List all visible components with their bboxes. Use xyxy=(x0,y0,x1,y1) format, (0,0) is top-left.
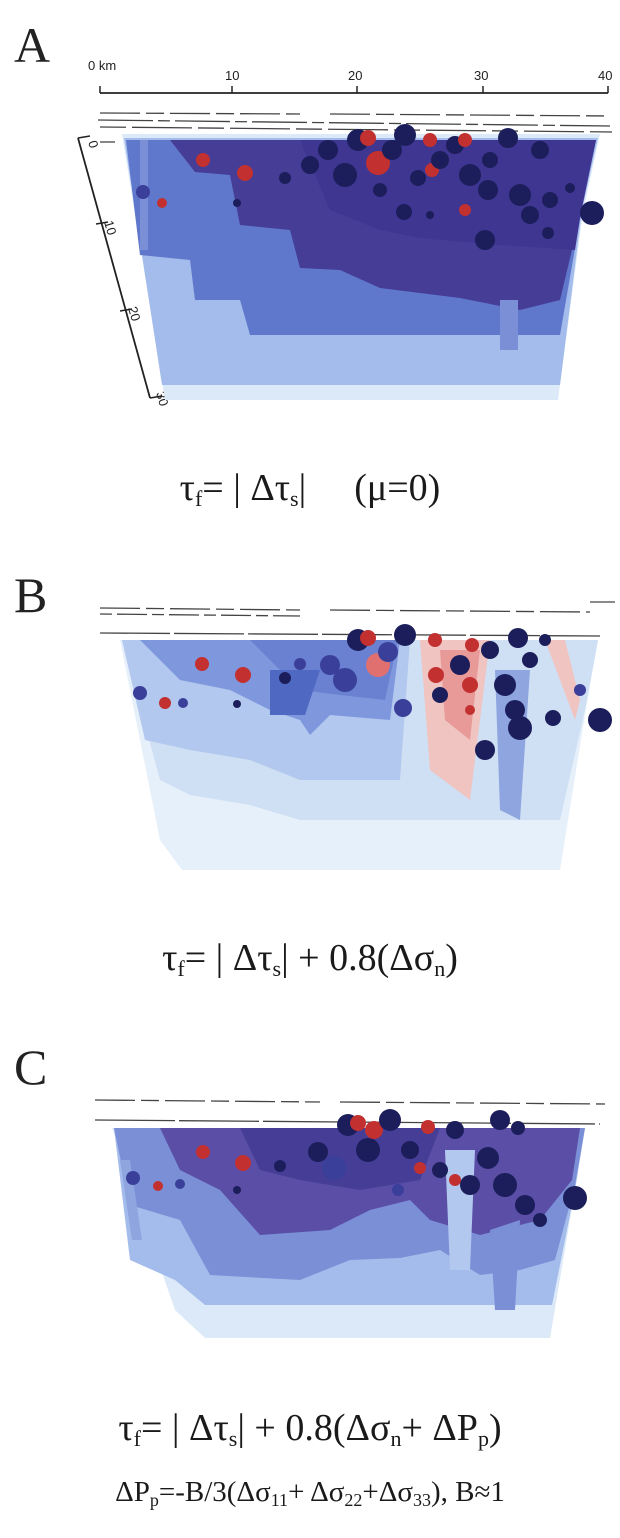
distance-tick-30: 30 xyxy=(474,68,488,83)
distance-tick-20: 20 xyxy=(348,68,362,83)
panel-letter-b: B xyxy=(14,567,48,623)
stress-field-c xyxy=(112,1128,585,1338)
depth-tick-0: 0 xyxy=(85,139,101,150)
panel-b-figure xyxy=(99,601,615,870)
seismic-events-a xyxy=(136,124,604,250)
distance-axis: 0 km 10 20 30 40 xyxy=(88,58,612,94)
formula-c: τf= | Δτs| + 0.8(Δσn+ ΔPp) xyxy=(118,1407,502,1451)
depth-axis: 0 10 20 30 xyxy=(77,135,172,408)
stress-field-b xyxy=(120,640,598,870)
distance-tick-0: 0 km xyxy=(88,58,116,73)
distance-tick-40: 40 xyxy=(598,68,612,83)
friction-note: (μ=0) xyxy=(354,467,441,509)
stress-field-a xyxy=(122,134,600,400)
panel-b: B xyxy=(0,540,620,1000)
seismic-events-b xyxy=(133,624,612,760)
panel-letter-c: C xyxy=(14,1039,48,1095)
formula-b: τf= | Δτs| + 0.8(Δσn) xyxy=(162,937,458,981)
formula-a: τf= | Δτs| (μ=0) xyxy=(179,467,441,511)
panel-letter-a: A xyxy=(14,17,51,73)
panel-c: C xyxy=(0,1020,620,1538)
seismic-events-c xyxy=(126,1109,587,1227)
panel-a-figure: 0 km 10 20 30 40 0 10 20 30 xyxy=(77,58,612,408)
panel-c-figure xyxy=(94,1099,606,1338)
panel-a: A 0 km 10 20 30 40 0 10 20 30 xyxy=(0,0,620,520)
pore-pressure-formula: ΔPp=-B/3(Δσ11+ Δσ22+Δσ33), B≈1 xyxy=(115,1476,505,1510)
distance-tick-10: 10 xyxy=(225,68,239,83)
depth-tick-20: 20 xyxy=(125,305,143,323)
depth-tick-10: 10 xyxy=(101,219,119,237)
